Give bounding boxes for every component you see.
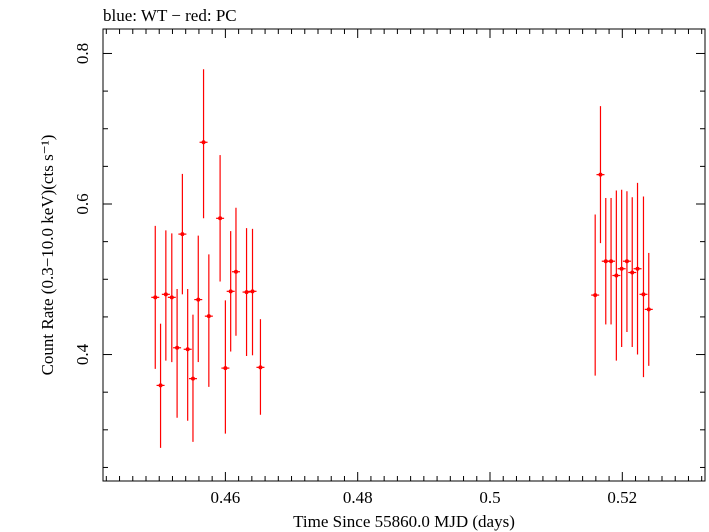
point-marker [624, 259, 629, 264]
point-marker [153, 295, 158, 300]
point-marker [169, 295, 174, 300]
data-point [167, 233, 176, 363]
x-tick-label: 0.52 [607, 488, 637, 507]
data-point [204, 254, 213, 387]
data-point [596, 106, 605, 244]
point-marker [190, 376, 195, 381]
data-point [156, 323, 165, 448]
x-tick-label: 0.46 [211, 488, 241, 507]
data-point [628, 197, 637, 348]
data-point [183, 289, 192, 421]
point-marker [635, 266, 640, 271]
point-marker [218, 216, 223, 221]
data-point [178, 173, 187, 295]
data-point [188, 314, 197, 442]
data-point [151, 225, 160, 369]
point-marker [641, 292, 646, 297]
point-marker [228, 289, 233, 294]
point-marker [180, 232, 185, 237]
data-point [242, 228, 251, 357]
x-axis-label: Time Since 55860.0 MJD (days) [293, 512, 515, 531]
plot-frame [102, 28, 706, 482]
point-marker [233, 269, 238, 274]
point-marker [201, 140, 206, 145]
point-marker [593, 293, 598, 298]
y-tick-label: 0.8 [73, 43, 92, 64]
point-marker [630, 270, 635, 275]
point-marker [598, 172, 603, 177]
point-marker [619, 266, 624, 271]
point-marker [175, 345, 180, 350]
point-marker [185, 347, 190, 352]
x-tick-label: 0.48 [343, 488, 373, 507]
chart-title: blue: WT − red: PC [103, 6, 237, 25]
point-marker [250, 289, 255, 294]
axis-ticks: 0.46 0.48 0.5 0.52 0.4 0.6 0.8 [73, 29, 705, 507]
data-point [216, 155, 225, 282]
data-point [173, 289, 182, 418]
point-marker [609, 259, 614, 264]
point-marker [158, 383, 163, 388]
data-point [591, 214, 600, 376]
data-point [199, 69, 208, 219]
y-tick-label: 0.6 [73, 193, 92, 214]
data-point [644, 252, 653, 366]
data-point [194, 235, 203, 363]
x-tick-label: 0.5 [479, 488, 500, 507]
data-point [221, 300, 230, 434]
y-tick-label: 0.4 [73, 343, 92, 365]
data-point [231, 207, 240, 336]
data-point [617, 189, 626, 348]
point-marker [603, 259, 608, 264]
point-marker [646, 307, 651, 312]
data-point [226, 231, 235, 352]
data-point [612, 190, 621, 361]
data-point [639, 196, 648, 378]
point-marker [244, 290, 249, 295]
point-marker [614, 273, 619, 278]
data-point [256, 319, 265, 415]
point-marker [196, 297, 201, 302]
data-point [607, 197, 616, 325]
point-marker [258, 365, 263, 370]
y-axis-label: Count Rate (0.3−10.0 keV)(cts s⁻¹) [38, 135, 57, 376]
point-marker [223, 366, 228, 371]
point-marker [206, 314, 211, 319]
data-points [151, 69, 653, 448]
point-marker [163, 292, 168, 297]
data-point [633, 182, 642, 355]
data-point [248, 228, 257, 356]
data-point [622, 191, 631, 332]
data-point [161, 230, 170, 361]
